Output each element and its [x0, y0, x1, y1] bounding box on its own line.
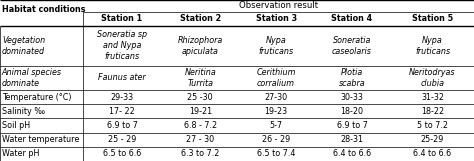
- Text: Temperature (°C): Temperature (°C): [2, 93, 72, 102]
- Text: Water pH: Water pH: [2, 149, 39, 158]
- Text: 6.4 to 6.6: 6.4 to 6.6: [333, 149, 371, 158]
- Text: 6.8 - 7.2: 6.8 - 7.2: [184, 121, 217, 130]
- Text: 27 - 30: 27 - 30: [186, 135, 214, 144]
- Text: 19-21: 19-21: [189, 107, 212, 116]
- Text: Faunus ater: Faunus ater: [98, 73, 146, 82]
- Text: 25 - 29: 25 - 29: [108, 135, 136, 144]
- Text: 28-31: 28-31: [340, 135, 364, 144]
- Text: Observation result: Observation result: [239, 1, 318, 10]
- Text: Rhizophora
apiculata: Rhizophora apiculata: [178, 36, 223, 56]
- Text: Animal species
dominate: Animal species dominate: [2, 68, 62, 88]
- Text: Habitat conditions: Habitat conditions: [2, 5, 85, 14]
- Text: Soneratia
caseolaris: Soneratia caseolaris: [332, 36, 372, 56]
- Text: 25 -30: 25 -30: [187, 93, 213, 102]
- Text: Water temperature: Water temperature: [2, 135, 79, 144]
- Text: 6.9 to 7: 6.9 to 7: [337, 121, 367, 130]
- Text: 30-33: 30-33: [340, 93, 364, 102]
- Text: 6.5 to 6.6: 6.5 to 6.6: [103, 149, 141, 158]
- Text: 6.5 to 7.4: 6.5 to 7.4: [257, 149, 295, 158]
- Text: Station 4: Station 4: [331, 14, 373, 23]
- Text: 18-20: 18-20: [340, 107, 364, 116]
- Text: 17- 22: 17- 22: [109, 107, 135, 116]
- Text: 19-23: 19-23: [264, 107, 288, 116]
- Text: 6.9 to 7: 6.9 to 7: [107, 121, 137, 130]
- Text: Neritodryas
clubia: Neritodryas clubia: [409, 68, 456, 88]
- Text: Soil pH: Soil pH: [2, 121, 30, 130]
- Text: Nypa
fruticans: Nypa fruticans: [415, 36, 450, 56]
- Text: Station 5: Station 5: [412, 14, 453, 23]
- Text: Station 2: Station 2: [180, 14, 221, 23]
- Text: Cerithium
corralium: Cerithium corralium: [256, 68, 296, 88]
- Text: Vegetation
dominated: Vegetation dominated: [2, 36, 45, 56]
- Text: 6.3 to 7.2: 6.3 to 7.2: [181, 149, 219, 158]
- Text: 29-33: 29-33: [110, 93, 134, 102]
- Text: 6.4 to 6.6: 6.4 to 6.6: [413, 149, 452, 158]
- Text: 5-7: 5-7: [270, 121, 283, 130]
- Text: Nypa
fruticans: Nypa fruticans: [258, 36, 294, 56]
- Text: 5 to 7.2: 5 to 7.2: [417, 121, 448, 130]
- Text: 27-30: 27-30: [264, 93, 288, 102]
- Text: 25-29: 25-29: [421, 135, 444, 144]
- Text: 31-32: 31-32: [421, 93, 444, 102]
- Text: Station 3: Station 3: [255, 14, 297, 23]
- Text: 26 - 29: 26 - 29: [262, 135, 290, 144]
- Text: Station 1: Station 1: [101, 14, 143, 23]
- Text: Soneratia sp
and Nypa
fruticans: Soneratia sp and Nypa fruticans: [97, 30, 147, 61]
- Text: 18-22: 18-22: [421, 107, 444, 116]
- Text: Salinity ‰: Salinity ‰: [2, 107, 45, 116]
- Text: Plotia
scabra: Plotia scabra: [338, 68, 365, 88]
- Text: Neritina
Turrita: Neritina Turrita: [184, 68, 216, 88]
